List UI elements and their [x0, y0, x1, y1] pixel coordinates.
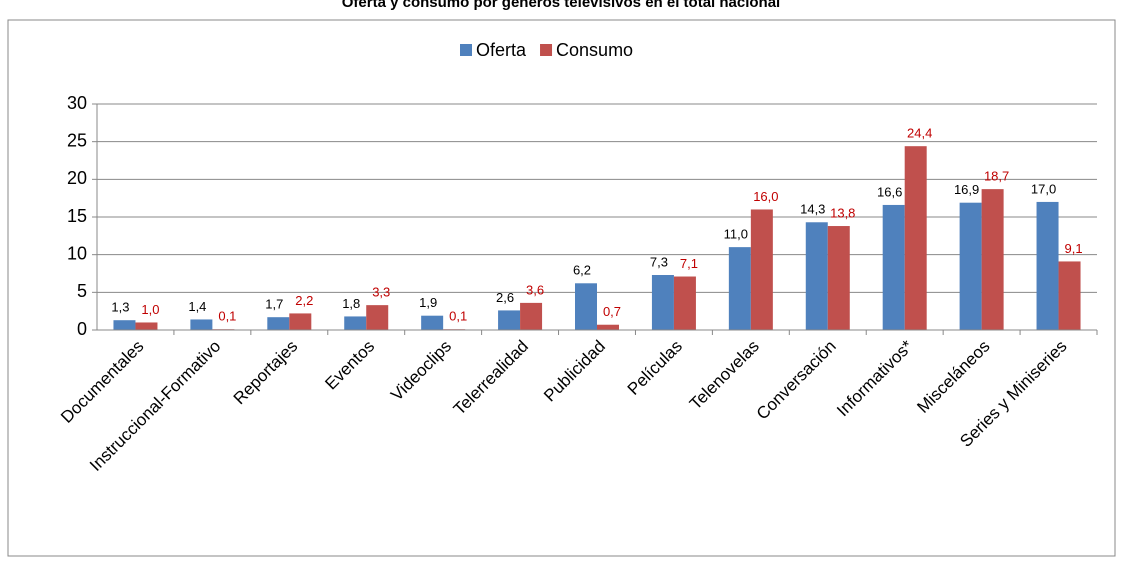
- value-label: 9,1: [1064, 241, 1082, 256]
- value-label: 6,2: [573, 263, 591, 278]
- bar: [904, 146, 927, 330]
- y-tick-label: 5: [77, 281, 87, 301]
- chart-title: Oferta y consumo por géneros televisivos…: [342, 0, 780, 11]
- bar: [421, 315, 444, 330]
- value-label: 11,0: [724, 227, 748, 242]
- value-label: 18,7: [984, 169, 1009, 184]
- bar: [728, 247, 751, 330]
- value-label: 24,4: [907, 126, 932, 141]
- value-label: 0,7: [603, 304, 621, 319]
- bar: [267, 317, 290, 330]
- bar: [750, 209, 773, 330]
- value-label: 3,3: [372, 285, 390, 300]
- value-label: 16,0: [753, 189, 778, 204]
- bar: [805, 222, 828, 330]
- value-label: 17,0: [1031, 181, 1056, 196]
- value-label: 13,8: [830, 205, 855, 220]
- bar: [289, 313, 312, 330]
- y-tick-label: 15: [67, 206, 87, 226]
- bar: [135, 322, 158, 330]
- y-tick-label: 20: [67, 168, 87, 188]
- value-label: 0,1: [449, 309, 467, 324]
- chart-border: [7, 19, 1116, 557]
- value-label: 1,7: [265, 297, 283, 312]
- value-label: 1,0: [141, 302, 159, 317]
- bar: [366, 305, 389, 330]
- legend-swatch: [460, 44, 472, 56]
- bar: [498, 310, 521, 330]
- value-label: 1,4: [188, 299, 206, 314]
- value-label: 7,1: [680, 256, 698, 271]
- bar: [651, 275, 674, 330]
- bar: [344, 316, 367, 330]
- bar: [673, 276, 696, 330]
- bar: [113, 320, 136, 330]
- value-label: 0,1: [218, 309, 236, 324]
- bar: [827, 226, 850, 330]
- legend-swatch: [540, 44, 553, 56]
- bar: [981, 189, 1004, 330]
- y-tick-label: 30: [67, 93, 87, 113]
- bar: [959, 202, 982, 330]
- value-label: 1,9: [419, 295, 437, 310]
- value-label: 14,3: [800, 202, 825, 217]
- bar: [597, 324, 619, 330]
- bar: [1036, 201, 1059, 330]
- legend-label: Oferta: [476, 40, 527, 60]
- value-label: 16,9: [954, 182, 979, 197]
- y-tick-label: 0: [77, 319, 87, 339]
- y-tick-label: 10: [67, 243, 87, 263]
- value-label: 7,3: [650, 254, 668, 269]
- value-label: 3,6: [526, 282, 544, 297]
- value-label: 1,3: [111, 300, 129, 315]
- bar: [575, 283, 597, 330]
- bar: [190, 319, 213, 330]
- value-label: 16,6: [877, 184, 902, 199]
- value-label: 2,2: [295, 293, 313, 308]
- bar: [520, 302, 543, 330]
- value-label: 1,8: [342, 296, 360, 311]
- bar: [882, 204, 905, 330]
- y-tick-label: 25: [67, 130, 87, 150]
- value-label: 2,6: [496, 290, 514, 305]
- bar: [1058, 261, 1081, 330]
- legend-label: Consumo: [556, 40, 633, 60]
